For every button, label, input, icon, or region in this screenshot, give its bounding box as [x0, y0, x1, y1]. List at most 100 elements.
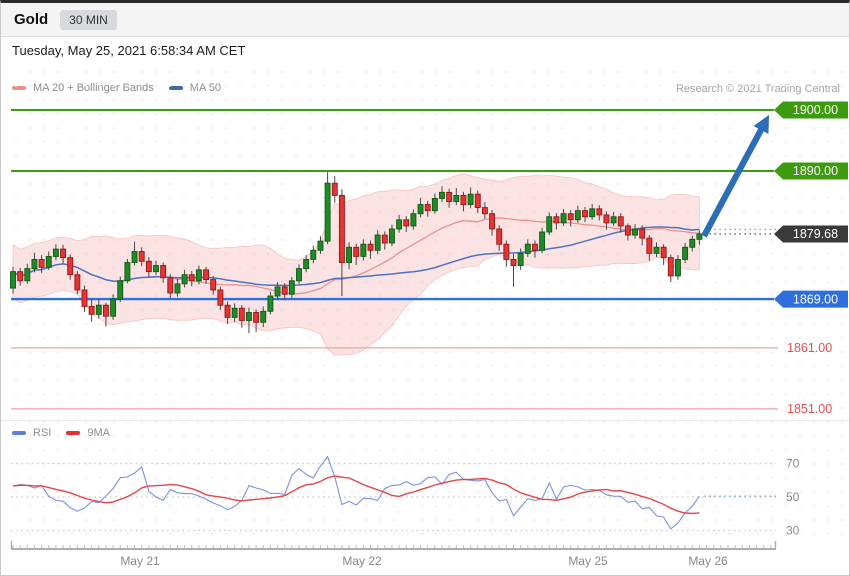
rsi-legend-dash — [12, 431, 26, 435]
candle-up — [296, 268, 302, 282]
level-label-1851.00: 1851.00 — [787, 402, 832, 416]
candle-up — [410, 213, 417, 227]
candle-down — [38, 259, 45, 268]
candle-up — [303, 259, 310, 270]
candle-up — [546, 216, 553, 233]
candle-down — [138, 251, 145, 262]
candle-up — [10, 271, 16, 289]
candle-up — [439, 191, 445, 199]
x-axis-label: May 26 — [688, 554, 728, 568]
candle-down — [102, 304, 109, 317]
candle-up — [517, 252, 524, 267]
candle-down — [503, 243, 510, 260]
candle-up — [653, 246, 660, 254]
candle-down — [188, 274, 195, 282]
candle-up — [153, 265, 159, 273]
rsi-legend-label: RSI — [33, 427, 52, 439]
candle-down — [489, 213, 495, 230]
candle-up — [682, 246, 689, 260]
candle-up — [560, 213, 567, 224]
level-badge-1890.00 — [774, 162, 848, 180]
candle-up — [231, 307, 238, 318]
candle-down — [532, 243, 538, 251]
candle-up — [31, 259, 38, 270]
candle-up — [124, 262, 131, 282]
candle-down — [553, 216, 560, 224]
bullish-trend-arrow-shaft — [701, 124, 766, 238]
candle-down — [338, 194, 345, 263]
candle-down — [160, 265, 167, 279]
candle-up — [195, 269, 202, 282]
candle-up — [274, 286, 281, 297]
timeframe-badge: 30 MIN — [60, 9, 117, 30]
rsi-level-label-70: 70 — [786, 457, 800, 471]
level-badge-1869.00-text: 1869.00 — [793, 292, 838, 306]
candle-up — [267, 295, 274, 312]
candle-down — [67, 257, 74, 276]
candle-down — [367, 243, 374, 251]
candle-down — [17, 271, 24, 282]
candles-group — [10, 172, 703, 334]
last-price-badge — [774, 225, 848, 243]
candle-down — [510, 259, 517, 267]
candle-up — [346, 246, 352, 263]
candle-down — [281, 286, 288, 295]
rsi-ma-legend-label: 9MA — [87, 427, 110, 439]
x-axis-label: May 25 — [568, 554, 608, 568]
candle-down — [145, 260, 152, 273]
chart-header: Gold 30 MIN — [1, 3, 849, 37]
candle-up — [324, 182, 331, 242]
candle-down — [217, 289, 224, 306]
rsi-line — [12, 455, 700, 530]
candle-up — [524, 243, 531, 254]
candle-down — [474, 193, 481, 209]
price-chart-svg: 1900.00 1890.00 1869.00 1861.00 1851.00 1879.… — [10, 101, 848, 568]
candle-down — [210, 279, 217, 291]
candle-up — [260, 310, 267, 323]
candle-down — [603, 214, 610, 224]
candle-up — [45, 255, 52, 268]
candle-up — [181, 274, 188, 285]
level-badge-1869.00 — [774, 290, 848, 308]
candle-down — [596, 208, 603, 216]
candle-up — [24, 268, 31, 282]
candle-down — [481, 207, 488, 215]
candle-up — [396, 219, 403, 230]
candle-down — [224, 304, 231, 318]
candle-down — [353, 246, 360, 257]
candle-up — [417, 204, 424, 215]
candle-down — [253, 312, 260, 323]
candle-up — [589, 208, 596, 218]
rsi-level-label-30: 30 — [786, 524, 800, 538]
candle-down — [203, 269, 210, 281]
candle-down — [646, 237, 653, 254]
candle-down — [582, 210, 588, 218]
candle-up — [467, 193, 474, 205]
candle-down — [496, 228, 503, 245]
last-price-badge-text: 1879.68 — [793, 227, 838, 241]
x-axis-label: May 21 — [120, 554, 160, 568]
candle-down — [446, 191, 453, 202]
candle-down — [424, 204, 431, 212]
candle-up — [245, 312, 252, 321]
rsi-level-label-50: 50 — [786, 490, 800, 504]
candle-down — [331, 182, 338, 196]
level-badge-1900.00 — [774, 101, 848, 119]
chart-datetime: Tuesday, May 25, 2021 6:58:34 AM CET — [12, 43, 246, 58]
candle-down — [403, 219, 410, 227]
candle-up — [539, 231, 546, 251]
candle-up — [117, 280, 124, 300]
level-badge-1890.00-text: 1890.00 — [793, 164, 838, 178]
candle-down — [667, 257, 674, 277]
candle-up — [632, 228, 638, 236]
candle-up — [110, 298, 117, 317]
candle-up — [374, 234, 381, 251]
candle-up — [174, 283, 181, 294]
candle-up — [675, 259, 681, 277]
candle-down — [60, 248, 66, 259]
level-badge-1900.00-text: 1900.00 — [793, 103, 838, 117]
candle-down — [238, 307, 245, 321]
candle-up — [431, 197, 438, 212]
candle-down — [639, 228, 646, 239]
